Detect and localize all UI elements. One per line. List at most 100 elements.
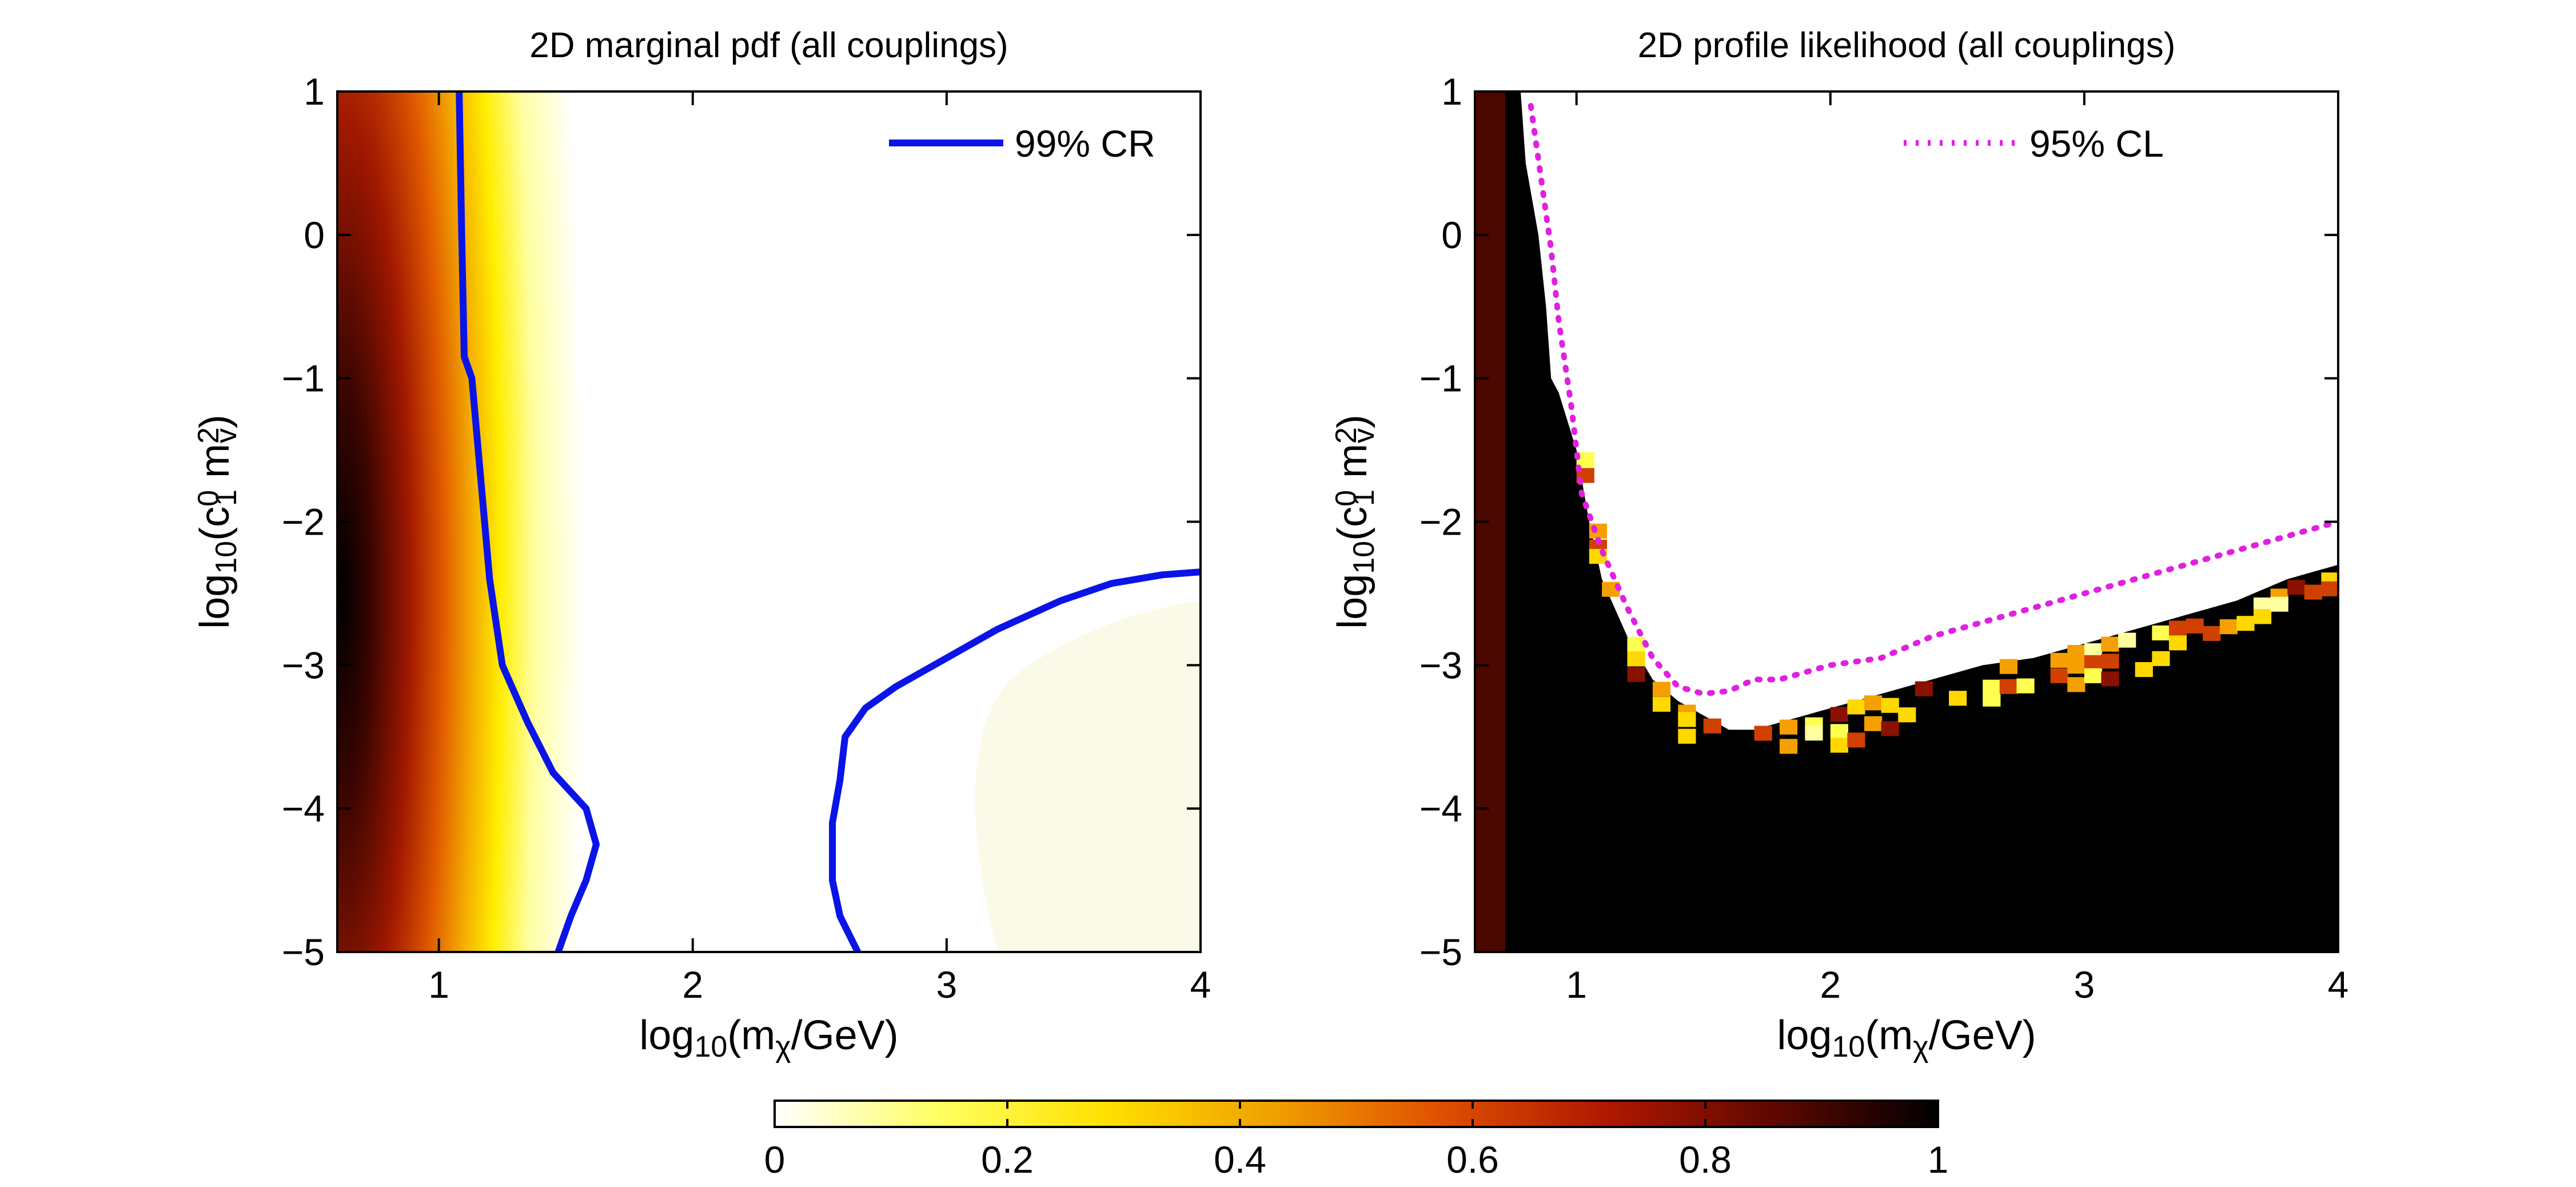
likelihood-cell: [1949, 691, 1967, 706]
y-tick-label: 1: [304, 70, 325, 113]
profile-likelihood-x-ticks: 1 2 3 4: [1566, 91, 2348, 1006]
y-tick-label: −1: [1419, 357, 1462, 400]
likelihood-cell: [1983, 691, 2001, 707]
likelihood-cell: [1830, 724, 1848, 739]
y-tick-label: −5: [1419, 931, 1462, 973]
cl95-contour: [1528, 103, 2338, 697]
contour-line-0: [456, 91, 600, 952]
likelihood-cell: [2016, 678, 2035, 694]
likelihood-cell: [1847, 699, 1865, 715]
y-tick-label: −5: [282, 931, 325, 973]
y-tick-label: −2: [282, 501, 325, 543]
likelihood-cell: [1830, 738, 1848, 753]
likelihood-cell: [2203, 626, 2221, 641]
likelihood-cell: [2050, 652, 2068, 668]
likelihood-cell: [2067, 644, 2085, 660]
y-tick-label: 0: [304, 214, 325, 256]
likelihood-cell: [2118, 632, 2136, 648]
y-tick-label: 1: [1441, 70, 1462, 113]
y-tick-label: −3: [282, 644, 325, 686]
likelihood-cell: [1999, 659, 2018, 674]
colorbar-tick-label: 0.8: [1679, 1138, 1732, 1181]
likelihood-cell: [2067, 659, 2085, 674]
x-tick-label: 2: [1820, 963, 1841, 1006]
likelihood-cell: [1881, 698, 1899, 713]
marginal-pdf-panel: 1 2 3 4 1 0 −1 −2 −3 −4 −5 2D marginal pdf (all c…: [192, 26, 1211, 1063]
y-tick-label: −2: [1419, 501, 1462, 543]
profile-likelihood-legend: 95% CL: [1904, 122, 2164, 165]
colorbar-tick-label: 0.4: [1214, 1138, 1266, 1181]
x-tick-label: 4: [1190, 963, 1211, 1006]
likelihood-cell: [2084, 668, 2103, 683]
profile-likelihood-heatmap: [1475, 91, 2338, 952]
likelihood-cell: [2067, 677, 2085, 692]
marginal-pdf-heatmap: [337, 91, 1201, 952]
likelihood-cell: [2101, 671, 2119, 687]
y-tick-label: −1: [282, 357, 325, 400]
likelihood-cell: [1627, 651, 1645, 667]
x-tick-label: 1: [1566, 963, 1587, 1006]
likelihood-cell: [2287, 580, 2306, 595]
x-tick-label: 4: [2328, 963, 2349, 1006]
colorbar-gradient: [773, 1100, 1939, 1128]
marginal-pdf-y-label: log10(c01 m2v): [192, 415, 243, 629]
likelihood-cell: [1589, 523, 1608, 539]
likelihood-cell: [1779, 719, 1798, 735]
colorbar-tick-label: 0: [764, 1138, 785, 1181]
x-tick-label: 3: [936, 963, 958, 1006]
colorbar-tick-label: 0.2: [981, 1138, 1034, 1181]
contour-line-0: [1528, 103, 2338, 697]
likelihood-cell: [2219, 619, 2238, 635]
legend-label-99cr: 99% CR: [1015, 122, 1155, 165]
likelihood-cell: [1754, 726, 1772, 741]
likelihood-cell: [2101, 636, 2119, 652]
marginal-pdf-legend: 99% CR: [889, 122, 1155, 165]
contour-line-1: [829, 568, 1201, 952]
y-tick-label: −4: [1419, 787, 1462, 830]
likelihood-cell: [1864, 716, 1883, 731]
likelihood-cell: [1915, 681, 1933, 696]
likelihood-cell: [2270, 596, 2288, 612]
legend-label-95cl: 95% CL: [2029, 122, 2164, 165]
likelihood-cell: [2152, 651, 2170, 666]
profile-likelihood-panel: 1 2 3 4 1 0 −1 −2 −3 −4 −5 2D profile likelihood …: [1330, 26, 2349, 1063]
likelihood-cell: [1703, 718, 1721, 734]
likelihood-cell: [2186, 618, 2204, 634]
likelihood-cell: [1898, 707, 1916, 723]
colorbar-tick-label: 0.6: [1446, 1138, 1499, 1181]
likelihood-cell: [1830, 707, 1848, 722]
likelihood-cell: [2168, 635, 2187, 651]
pdf-secondary-region: [975, 600, 1201, 952]
likelihood-cell: [1805, 726, 1823, 741]
profile-likelihood-x-label: log10(mχ/GeV): [1777, 1013, 2036, 1063]
likelihood-cell: [2304, 584, 2322, 600]
likelihood-cell: [2168, 620, 2187, 636]
profile-likelihood-y-label: log10(c01 m2v): [1330, 415, 1381, 629]
likelihood-cell: [1652, 682, 1671, 697]
x-tick-label: 2: [682, 963, 703, 1006]
profile-likelihood-title: 2D profile likelihood (all couplings): [1638, 26, 2176, 65]
likelihood-cell: [2253, 609, 2272, 624]
likelihood-cell: [2135, 662, 2153, 678]
x-tick-label: 3: [2074, 963, 2095, 1006]
likelihood-cell: [2084, 655, 2103, 670]
likelihood-cell: [1999, 679, 2018, 694]
likelihood-cell: [1627, 667, 1645, 682]
likelihood-cell: [1864, 695, 1883, 711]
marginal-pdf-x-ticks: 1 2 3 4: [428, 91, 1211, 1006]
allowed-region: [1475, 91, 2338, 730]
marginal-pdf-title: 2D marginal pdf (all couplings): [529, 26, 1008, 65]
profile-likelihood-y-ticks: 1 0 −1 −2 −3 −4 −5: [1419, 70, 2338, 973]
likelihood-cell: [1678, 712, 1696, 727]
likelihood-cell: [1627, 637, 1645, 652]
colorbar-ticks: 0 0.2 0.4 0.6 0.8 1: [764, 1101, 1949, 1181]
colorbar-tick-label: 1: [1928, 1138, 1949, 1181]
cr99-contours: [456, 91, 1201, 952]
likelihood-cell: [2236, 616, 2255, 631]
marginal-pdf-x-label: log10(mχ/GeV): [639, 1013, 898, 1063]
likelihood-cell: [1652, 696, 1671, 712]
likelihood-cell: [1678, 728, 1696, 744]
likelihood-cell: [2101, 654, 2119, 669]
colorbar: 0 0.2 0.4 0.6 0.8 1: [764, 1100, 1949, 1181]
